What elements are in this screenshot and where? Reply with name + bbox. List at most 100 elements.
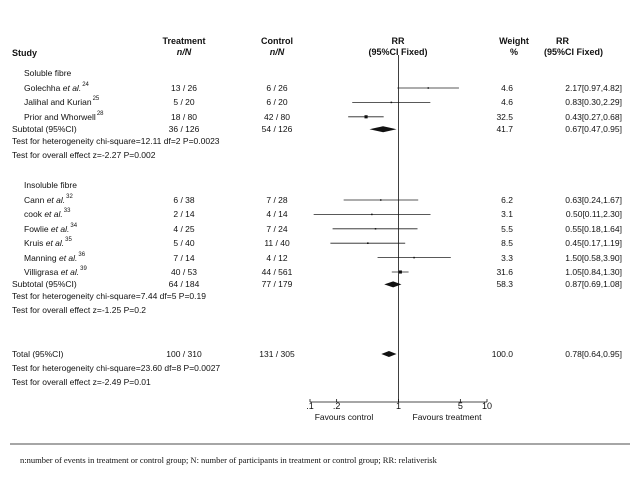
weight-value: 41.7	[496, 124, 513, 135]
rr-ci-value: 0.55[0.18,1.64]	[565, 223, 622, 234]
weight-value: 32.5	[496, 111, 513, 122]
x-tick-label: .2	[332, 401, 341, 411]
study-label: Fowlie et al.34	[24, 222, 78, 234]
subtotal-label: Subtotal (95%CI)	[12, 279, 77, 290]
control-value: 42 / 80	[264, 111, 290, 122]
total-diamond	[381, 351, 397, 357]
weight-value: 31.6	[496, 267, 513, 277]
x-tick-label: .1	[306, 401, 314, 411]
rr-ci-value: 0.45[0.17,1.19]	[565, 238, 622, 249]
study-point	[367, 242, 369, 245]
header-study: Study	[12, 48, 38, 58]
rr-ci-value: 0.50[0.11,2.30]	[565, 209, 622, 220]
control-value: 4 / 12	[266, 252, 288, 263]
treatment-value: 36 / 126	[168, 124, 200, 135]
study-label: Jalihal and Kurian25	[24, 96, 100, 108]
header-treatment-sub: n/N	[176, 47, 192, 57]
treatment-value: 6 / 38	[173, 195, 195, 205]
total-heterogeneity-test: Test for heterogeneity chi-square=23.60 …	[12, 363, 221, 373]
control-value: 4 / 14	[266, 209, 288, 220]
rr-ci-value: 0.67[0.47,0.95]	[565, 124, 622, 135]
treatment-value: 7 / 14	[173, 252, 195, 263]
weight-value: 5.5	[501, 223, 513, 234]
study-point	[398, 270, 402, 274]
header-control: Control	[261, 36, 293, 46]
overall-effect-test: Test for overall effect z=-1.25 P=0.2	[12, 305, 147, 316]
heterogeneity-test: Test for heterogeneity chi-square=12.11 …	[12, 136, 220, 147]
treatment-value: 40 / 53	[171, 267, 197, 277]
total-label: Total (95%CI)	[12, 349, 64, 359]
heterogeneity-test: Test for heterogeneity chi-square=7.44 d…	[12, 291, 206, 302]
rr-ci-value: 0.87[0.69,1.08]	[565, 279, 622, 290]
weight-value: 6.2	[501, 195, 513, 205]
study-label: Manning et al.36	[24, 251, 86, 263]
rr-ci-value: 0.78[0.64,0.95]	[565, 349, 622, 359]
study-point	[390, 101, 393, 104]
control-value: 6 / 20	[266, 97, 288, 108]
control-value: 7 / 24	[266, 223, 288, 234]
study-point	[427, 87, 430, 89]
study-point	[379, 199, 382, 201]
footnote: n:number of events in treatment or contr…	[20, 455, 437, 465]
study-label: Villigrasa et al.39	[24, 266, 87, 277]
treatment-value: 5 / 20	[173, 97, 195, 108]
weight-value: 58.3	[496, 279, 513, 290]
header-weight: Weight	[499, 36, 529, 46]
rr-ci-value: 2.17[0.97,4.82]	[565, 83, 622, 93]
subtotal-label: Subtotal (95%CI)	[12, 124, 77, 135]
treatment-value: 18 / 80	[171, 111, 197, 122]
header-rr2: RR	[556, 36, 569, 46]
header-weight-sub: %	[509, 47, 518, 57]
favours-control-caption: Favours control	[314, 412, 374, 422]
control-value: 6 / 26	[266, 83, 288, 93]
study-point	[371, 213, 373, 216]
treatment-value: 13 / 26	[171, 83, 197, 93]
weight-value: 4.6	[501, 97, 513, 108]
header-rr2-sub: (95%CI Fixed)	[544, 47, 604, 57]
weight-value: 4.6	[501, 83, 513, 93]
rr-ci-value: 0.43[0.27,0.68]	[565, 111, 622, 122]
control-value: 11 / 40	[264, 238, 290, 249]
control-value: 131 / 305	[259, 349, 295, 359]
control-value: 54 / 126	[261, 124, 293, 135]
rr-ci-value: 0.83[0.30,2.29]	[565, 97, 622, 108]
total-overall-effect-test: Test for overall effect z=-2.49 P=0.01	[12, 377, 151, 387]
weight-value: 100.0	[491, 349, 513, 359]
control-value: 44 / 561	[261, 267, 293, 277]
rr-ci-value: 1.05[0.84,1.30]	[565, 267, 622, 277]
header-rr: RR	[391, 36, 405, 46]
treatment-value: 5 / 40	[173, 238, 195, 249]
treatment-value: 4 / 25	[173, 223, 195, 234]
weight-value: 8.5	[501, 238, 513, 249]
control-value: 7 / 28	[266, 195, 288, 205]
subtotal-diamond	[369, 126, 397, 133]
study-label: cook et al.33	[24, 208, 71, 220]
control-value: 77 / 179	[261, 279, 293, 290]
group-heading: Soluble fibre	[24, 68, 72, 78]
study-label: Golechha et al.24	[24, 82, 89, 93]
favours-treatment-caption: Favours treatment	[412, 412, 482, 422]
x-tick-label: 1	[395, 401, 401, 411]
study-point	[364, 115, 368, 119]
study-label: Cann et al.32	[24, 194, 73, 205]
header-control-sub: n/N	[269, 47, 285, 57]
overall-effect-test: Test for overall effect z=-2.27 P=0.002	[12, 150, 156, 161]
header-treatment: Treatment	[162, 36, 206, 46]
study-label: Kruis et al.35	[24, 237, 72, 249]
rr-ci-value: 1.50[0.58,3.90]	[565, 252, 622, 263]
x-tick-label: 10	[481, 401, 492, 411]
header-rr-sub: (95%CI Fixed)	[368, 47, 428, 57]
weight-value: 3.3	[501, 252, 513, 263]
study-label: Prior and Whorwell28	[24, 110, 104, 122]
study-point	[374, 228, 377, 230]
treatment-value: 100 / 310	[166, 349, 202, 359]
group-heading: Insoluble fibre	[24, 180, 77, 190]
subtotal-diamond	[384, 281, 402, 288]
treatment-value: 2 / 14	[173, 209, 195, 220]
x-tick-label: 5	[457, 401, 463, 411]
study-point	[413, 256, 415, 259]
weight-value: 3.1	[501, 209, 513, 220]
treatment-value: 64 / 184	[168, 279, 200, 290]
rr-ci-value: 0.63[0.24,1.67]	[565, 195, 622, 205]
